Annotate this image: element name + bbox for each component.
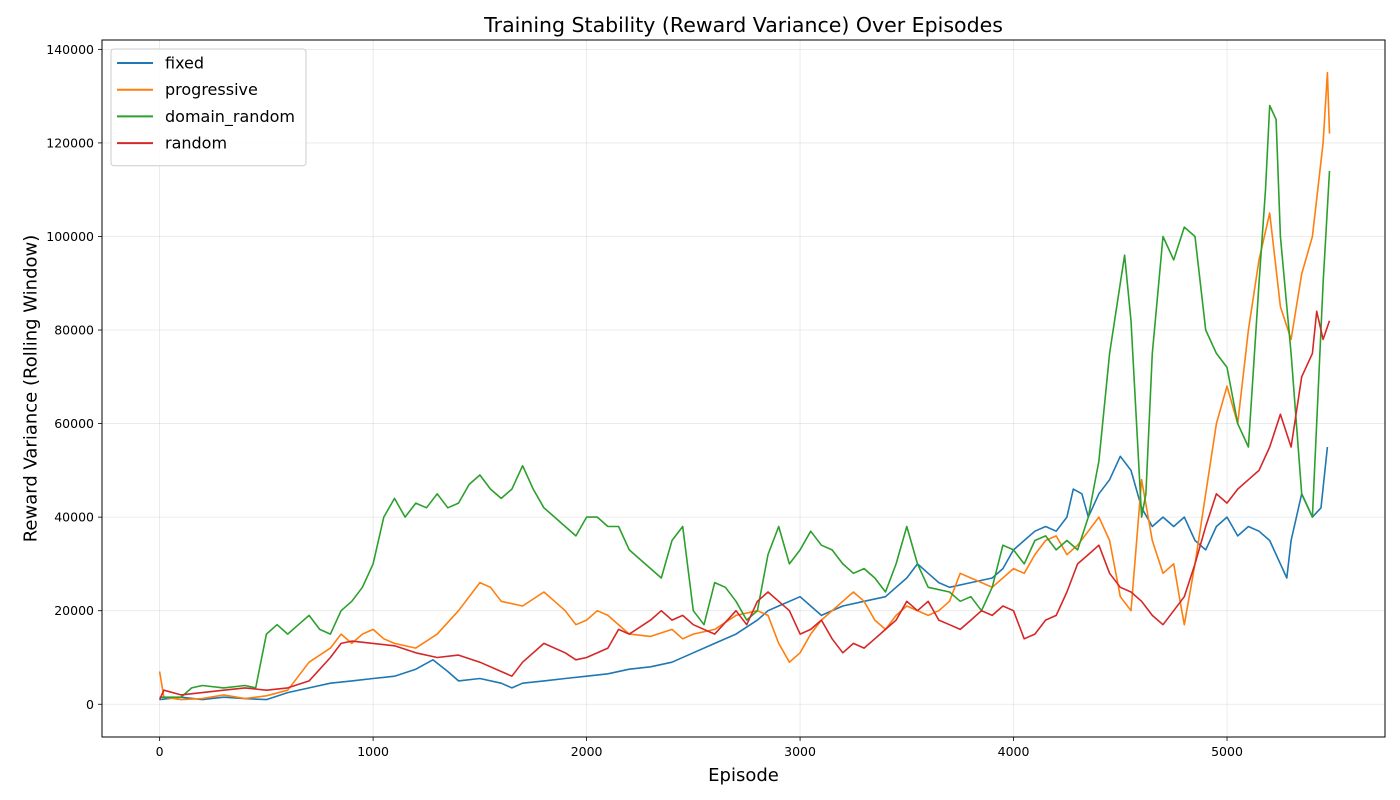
plot-frame bbox=[101, 39, 1386, 738]
legend-box bbox=[110, 48, 307, 167]
x-axis-title: Episode bbox=[708, 765, 779, 786]
x-tick-label: 0 bbox=[156, 744, 164, 759]
chart-title: Training Stability (Reward Variance) Ove… bbox=[483, 13, 1003, 37]
series-line-random bbox=[158, 310, 1331, 700]
legend-label-domain-random: domain_random bbox=[165, 107, 295, 127]
series-line-fixed bbox=[159, 446, 1329, 701]
y-tick-label: 40000 bbox=[54, 510, 94, 525]
y-tick-label: 80000 bbox=[54, 323, 94, 338]
y-tick-label: 20000 bbox=[54, 603, 94, 618]
axis-ticks: 0 1000 2000 3000 4000 5000 0 20000 40000 60000 800… bbox=[46, 42, 1243, 759]
legend-label-random: random bbox=[165, 134, 227, 153]
y-tick-label: 60000 bbox=[54, 416, 94, 431]
y-tick-label: 120000 bbox=[46, 135, 94, 150]
plot-lines bbox=[158, 71, 1331, 701]
x-tick-label: 4000 bbox=[998, 744, 1030, 759]
legend-label-fixed: fixed bbox=[165, 54, 204, 73]
legend-label-progressive: progressive bbox=[165, 80, 258, 99]
y-tick-label: 0 bbox=[86, 697, 94, 712]
y-tick-label: 100000 bbox=[46, 229, 94, 244]
series-line-domain-random bbox=[159, 104, 1331, 699]
x-tick-label: 1000 bbox=[357, 744, 389, 759]
x-tick-label: 2000 bbox=[571, 744, 603, 759]
x-tick-label: 5000 bbox=[1211, 744, 1243, 759]
y-axis-title: Reward Variance (Rolling Window) bbox=[20, 235, 41, 543]
x-tick-label: 3000 bbox=[784, 744, 816, 759]
series-line-progressive bbox=[158, 71, 1331, 701]
y-tick-label: 140000 bbox=[46, 42, 94, 57]
gridlines bbox=[102, 40, 1385, 737]
